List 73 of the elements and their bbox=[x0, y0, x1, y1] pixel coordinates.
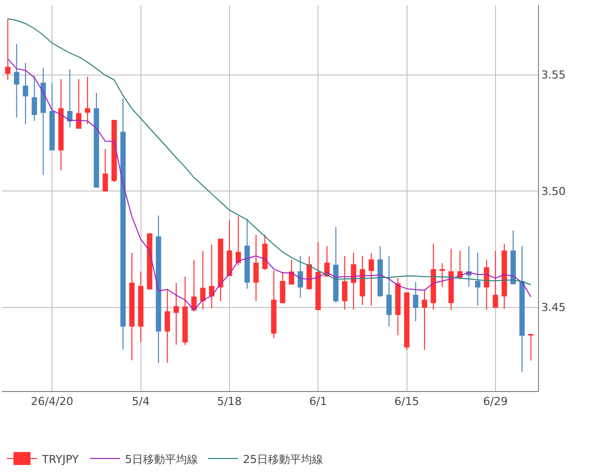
candlestick bbox=[333, 226, 339, 304]
legend-label: 25日移動平均線 bbox=[243, 452, 324, 466]
x-tick-label: 5/4 bbox=[132, 395, 150, 408]
candlestick bbox=[156, 215, 162, 364]
candlestick bbox=[76, 78, 82, 129]
candlestick bbox=[40, 67, 46, 176]
candlestick bbox=[182, 276, 188, 346]
candlestick bbox=[14, 43, 20, 118]
candlestick bbox=[484, 259, 490, 310]
candlestick bbox=[368, 252, 374, 306]
candlestick bbox=[84, 76, 90, 125]
candlestick bbox=[111, 120, 117, 183]
line-series bbox=[7, 18, 532, 286]
x-tick-label: 6/1 bbox=[309, 395, 327, 408]
candlestick bbox=[253, 234, 259, 302]
candlestick bbox=[262, 234, 268, 271]
candlestick bbox=[200, 250, 206, 310]
candlestick bbox=[280, 271, 286, 304]
candlestick bbox=[306, 256, 312, 290]
candlestick bbox=[32, 75, 38, 122]
candlestick bbox=[146, 232, 152, 290]
candlestick bbox=[5, 18, 10, 80]
candlestick bbox=[102, 148, 108, 192]
candlestick bbox=[94, 92, 100, 188]
legend-label: 5日移動平均線 bbox=[125, 452, 198, 466]
y-tick-label: 3.50 bbox=[541, 184, 566, 198]
legend-label: TRYJPY bbox=[41, 452, 80, 466]
candlestick bbox=[404, 292, 410, 350]
candlestick bbox=[422, 290, 428, 350]
line-series bbox=[7, 58, 532, 310]
candlestick bbox=[244, 218, 250, 290]
candlestick bbox=[67, 68, 72, 128]
x-tick-label: 26/4/20 bbox=[30, 395, 74, 408]
candlestick bbox=[174, 282, 179, 346]
candlestick bbox=[226, 220, 232, 276]
x-tick-label: 5/18 bbox=[217, 395, 242, 408]
candlestick bbox=[448, 248, 454, 310]
candlestick bbox=[120, 98, 126, 350]
candlestick bbox=[22, 62, 28, 125]
y-tick-label: 3.55 bbox=[541, 68, 566, 82]
candlestick bbox=[378, 246, 383, 296]
candlestick bbox=[209, 244, 214, 309]
candlestick bbox=[342, 255, 348, 310]
candlestick bbox=[298, 255, 304, 298]
candlestick bbox=[315, 242, 321, 310]
candlestick bbox=[288, 259, 294, 285]
candlestick bbox=[138, 270, 144, 342]
candlestick bbox=[492, 250, 498, 308]
candlestick bbox=[386, 255, 392, 327]
candlestick bbox=[271, 270, 276, 338]
candlestick bbox=[49, 82, 55, 150]
x-tick-label: 6/29 bbox=[483, 395, 508, 408]
candlestick bbox=[129, 252, 135, 361]
y-tick-label: 3.45 bbox=[541, 301, 566, 314]
candlestick bbox=[528, 334, 534, 362]
candlestick bbox=[440, 262, 445, 288]
candlestick bbox=[466, 246, 472, 288]
candlestick bbox=[164, 288, 170, 364]
candlestick bbox=[218, 238, 224, 302]
x-tick-label: 6/15 bbox=[394, 395, 420, 408]
candlestick bbox=[430, 243, 436, 310]
candlestick bbox=[519, 246, 525, 372]
candlestick bbox=[58, 78, 64, 171]
candlestick bbox=[191, 259, 197, 312]
candlestick bbox=[236, 216, 241, 266]
candlestick bbox=[457, 250, 463, 280]
candlestick bbox=[502, 243, 507, 310]
candlestick bbox=[510, 230, 516, 284]
candlestick bbox=[360, 255, 366, 306]
candlestick bbox=[350, 252, 356, 310]
candlestick bbox=[412, 282, 418, 322]
candlestick bbox=[395, 278, 401, 336]
candlestick bbox=[475, 252, 480, 306]
